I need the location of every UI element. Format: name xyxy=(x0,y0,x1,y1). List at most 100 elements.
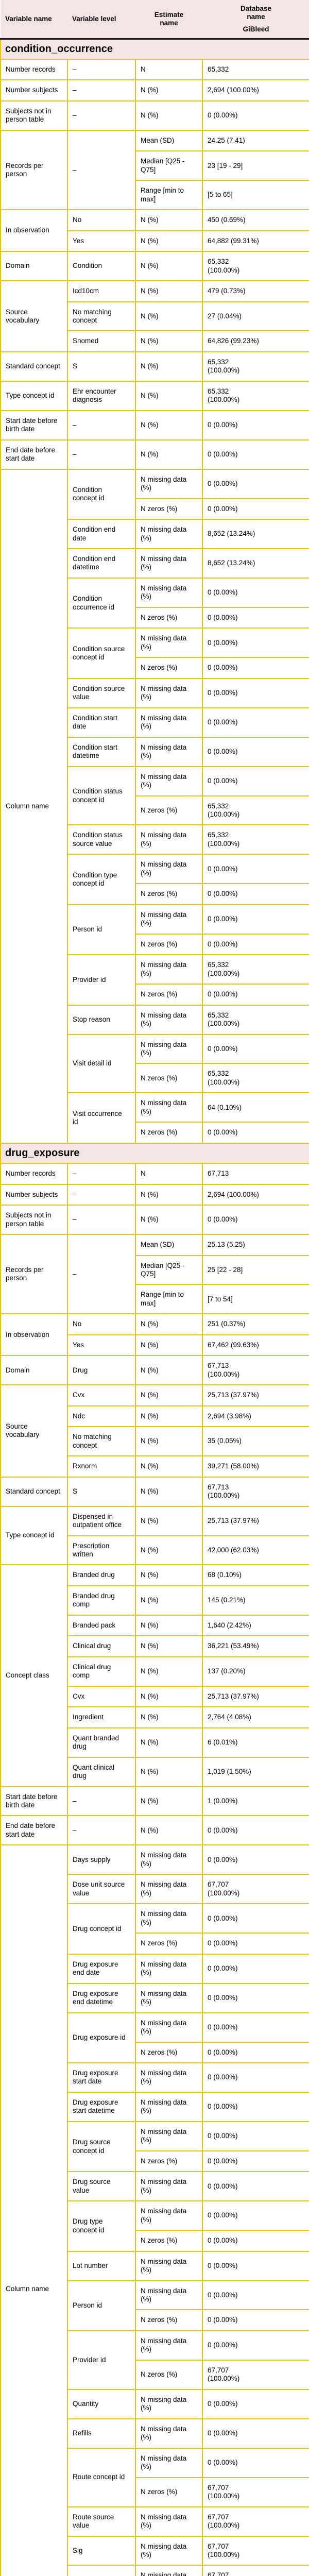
table-row: Median [Q25 - Q75] 25 [22 - 28] xyxy=(1,1255,309,1285)
variable-level-cell: Drug exposure id xyxy=(67,2012,136,2063)
value-cell: 2,764 (4.08%) xyxy=(202,1706,309,1728)
value-cell: 137 (0.20%) xyxy=(202,1656,309,1687)
value-text: 67,707 (100.00%) xyxy=(208,2483,240,2500)
variable-level-cell: Icd10cm xyxy=(67,280,136,302)
value-cell: 0 (0.00%) xyxy=(202,2150,309,2173)
estimate-name-cell: N zeros (%) xyxy=(135,2150,203,2173)
value-text: 0 (0.00%) xyxy=(208,2182,238,2190)
value-text: 65,332 (100.00%) xyxy=(208,831,240,848)
table-row: No matching concept N (%) 27 (0.04%) xyxy=(1,301,309,332)
value-cell: 145 (0.21%) xyxy=(202,1585,309,1616)
table-row: Dose unit source value N missing data (%)… xyxy=(1,1874,309,1905)
estimate-name-cell: N (%) xyxy=(135,1455,203,1478)
value-cell: 25 [22 - 28] xyxy=(202,1255,309,1285)
table-row: N zeros (%) 0 (0.00%) xyxy=(1,883,309,905)
variable-level-cell: Prescription written xyxy=(67,1535,136,1566)
value-text: 67,713 (100.00%) xyxy=(208,1483,240,1500)
estimate-name-cell: N missing data (%) xyxy=(135,707,203,738)
estimate-name-cell: N (%) xyxy=(135,1426,203,1457)
column-header-label: Estimate name xyxy=(154,11,184,27)
value-cell: 67,713 xyxy=(202,1163,309,1185)
estimate-name-cell: N missing data (%) xyxy=(135,519,203,549)
variable-level-cell: Refills xyxy=(67,2418,136,2449)
estimate-name-cell: N missing data (%) xyxy=(135,1903,203,1934)
variable-level-cell: Condition source value xyxy=(67,677,136,708)
table-row: Rxnorm N (%) 39,271 (58.00%) xyxy=(1,1455,309,1478)
value-cell: 64,826 (99.23%) xyxy=(202,330,309,352)
value-text: 65,332 (100.00%) xyxy=(208,1011,240,1028)
variable-level-cell: Cvx xyxy=(67,1685,136,1708)
value-cell: 67,707 (100.00%) xyxy=(202,2506,309,2537)
variable-name-cell: Records per person xyxy=(0,1234,68,1315)
variable-level-cell: Route concept id xyxy=(67,2447,136,2507)
estimate-name-cell: N (%) xyxy=(135,1183,203,1206)
value-cell: 0 (0.00%) xyxy=(202,2418,309,2449)
table-row: Condition start datetime N missing data (… xyxy=(1,736,309,767)
variable-level-cell: Dispensed in outpatient office xyxy=(67,1505,136,1536)
table-row: Cvx N (%) 25,713 (37.97%) xyxy=(1,1685,309,1708)
value-cell: 0 (0.00%) xyxy=(202,707,309,738)
variable-level-cell: Condition occurrence id xyxy=(67,577,136,629)
variable-level-cell: – xyxy=(67,1205,136,1235)
variable-name-cell: Number subjects xyxy=(0,1183,68,1206)
estimate-name-cell: N (%) xyxy=(135,1405,203,1428)
value-cell: 0 (0.00%) xyxy=(202,606,309,629)
value-text: 65,332 (100.00%) xyxy=(208,802,240,818)
estimate-name-cell: N (%) xyxy=(135,1685,203,1708)
table-row: Refills N missing data (%) 0 (0.00%) xyxy=(1,2418,309,2449)
estimate-name-cell: N zeros (%) xyxy=(135,1063,203,1094)
estimate-name-cell: N missing data (%) xyxy=(135,1092,203,1123)
variable-level-cell: Visit detail id xyxy=(67,1033,136,1094)
value-text: 2,764 (4.08%) xyxy=(208,1713,251,1721)
value-cell: 0 (0.00%) xyxy=(202,2330,309,2361)
value-text: 68 (0.10%) xyxy=(208,1571,242,1579)
value-text: 0 (0.00%) xyxy=(208,504,238,513)
value-cell: 0 (0.00%) xyxy=(202,883,309,905)
column-header-variable-level: Variable level xyxy=(67,0,135,40)
table-row: Subjects not in person table – N (%) 0 (0.0… xyxy=(0,100,309,131)
value-text: 0 (0.00%) xyxy=(208,940,238,948)
table-row: Source vocabulary Icd10cm N (%) 479 (0.73%) xyxy=(0,280,309,352)
value-text: 23 [19 - 29] xyxy=(208,161,243,170)
value-cell: 0 (0.00%) xyxy=(202,628,309,658)
value-cell: 0 (0.00%) xyxy=(202,2230,309,2252)
value-text: 0 (0.00%) xyxy=(208,688,238,697)
table-row: N zeros (%) 67,707 (100.00%) xyxy=(1,2359,309,2390)
estimate-name-cell: N missing data (%) xyxy=(135,854,203,885)
table-row: Start date before birth date – N (%) 0 (0.0… xyxy=(0,410,309,440)
value-cell: 8,652 (13.24%) xyxy=(202,519,309,549)
value-text: 0 (0.00%) xyxy=(208,1215,238,1224)
value-text: 0 (0.00%) xyxy=(208,718,238,726)
value-text: 65,332 (100.00%) xyxy=(208,961,240,977)
section-header-condition_occurrence: condition_occurrence xyxy=(0,38,309,60)
variable-level-cell: Drug source concept id xyxy=(67,2121,136,2173)
table-row: Branded pack N (%) 1,640 (2.42%) xyxy=(1,1614,309,1637)
table-row: No matching concept N (%) 35 (0.05%) xyxy=(1,1426,309,1457)
variable-level-cell: Condition start date xyxy=(67,707,136,738)
variable-level-cell: Drug exposure end datetime xyxy=(67,1982,136,2013)
estimate-name-cell: N (%) xyxy=(135,1334,203,1357)
value-cell: 67,713 (100.00%) xyxy=(202,1355,309,1386)
table-row: Start date before birth date – N (%) 1 (0.0… xyxy=(0,1786,309,1817)
variable-level-cell: – xyxy=(67,1786,136,1817)
table-row: End date before start date – N (%) 0 (0.00%… xyxy=(0,439,309,470)
estimate-name-cell: N missing data (%) xyxy=(135,577,203,608)
value-text: 0 (0.00%) xyxy=(208,638,238,647)
table-row: Standard concept S N (%) 67,713 (100.00%) xyxy=(0,1476,309,1507)
estimate-name-cell: N missing data (%) xyxy=(135,824,203,855)
table-row: Prescription written N (%) 42,000 (62.03%) xyxy=(1,1535,309,1566)
value-text: 0 (0.00%) xyxy=(208,2429,238,2437)
variable-level-cell: Drug source value xyxy=(67,2171,136,2202)
value-text: 27 (0.04%) xyxy=(208,312,242,320)
estimate-name-cell: N (%) xyxy=(135,301,203,332)
table-row: Column name Condition concept id N missing… xyxy=(0,468,309,1144)
estimate-name-cell: N missing data (%) xyxy=(135,2200,203,2231)
value-cell: 67,462 (99.63%) xyxy=(202,1334,309,1357)
estimate-name-cell: N missing data (%) xyxy=(135,2250,203,2281)
value-cell: 65,332 (100.00%) xyxy=(202,380,309,411)
value-cell: 65,332 xyxy=(202,58,309,81)
value-text: 479 (0.73%) xyxy=(208,287,246,295)
table-row: Column name Days supply N missing data (%)… xyxy=(0,1844,309,2576)
value-text: 0 (0.00%) xyxy=(208,915,238,923)
